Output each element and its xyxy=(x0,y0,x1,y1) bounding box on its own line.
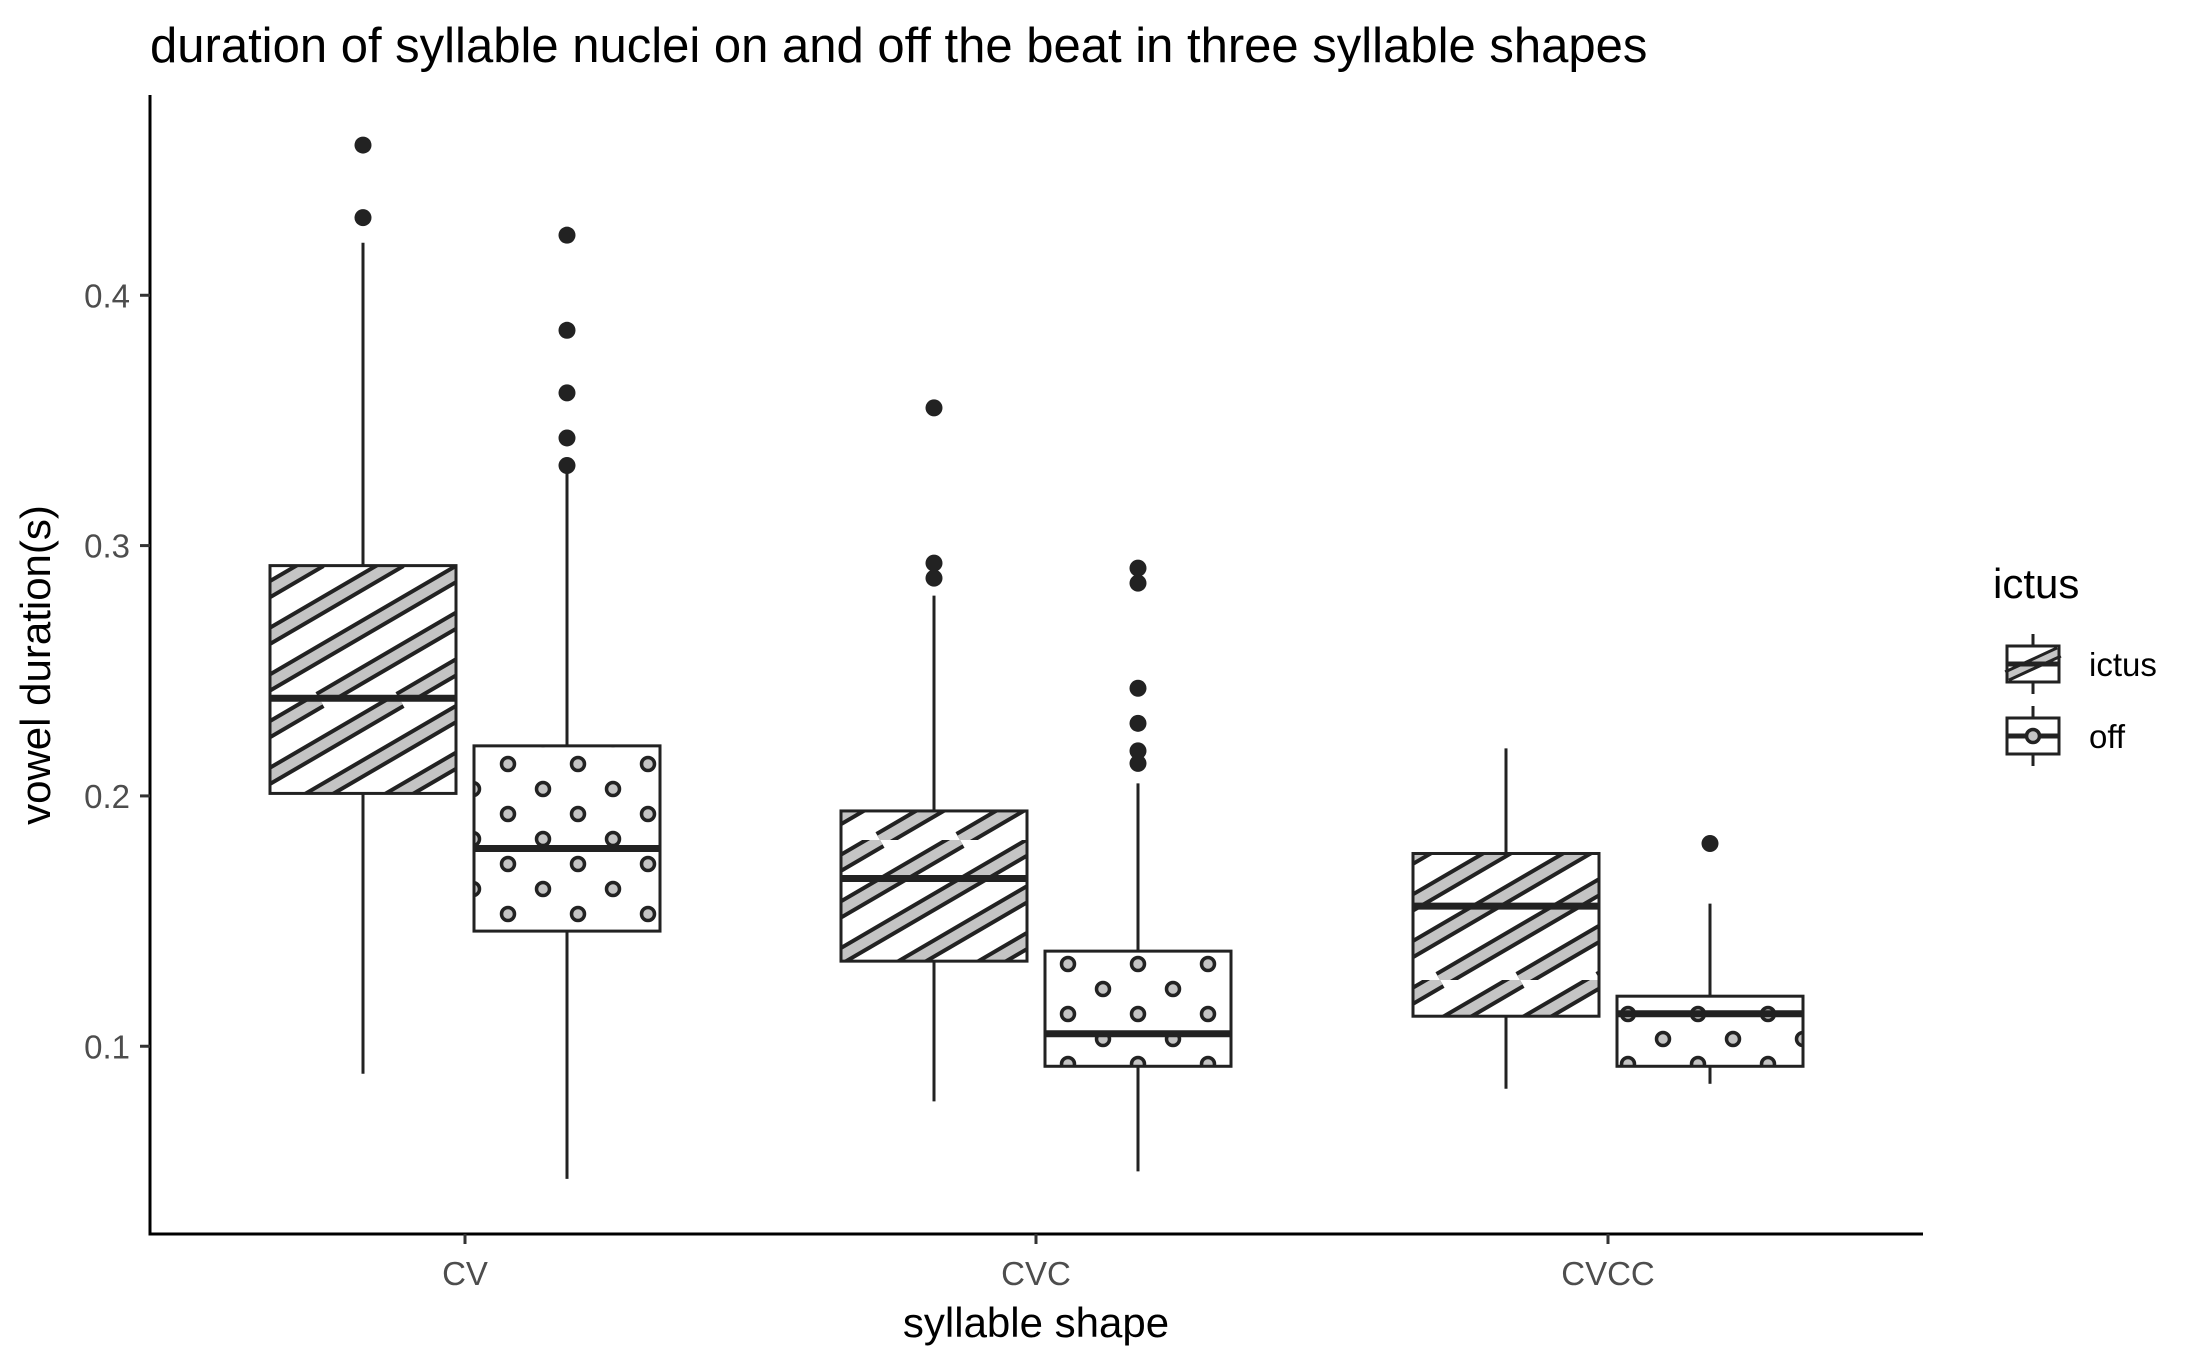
outlier-point xyxy=(1129,714,1147,732)
outlier-point xyxy=(1129,559,1147,577)
y-tick-label: 0.2 xyxy=(84,778,130,815)
box-body xyxy=(1615,994,1805,1068)
box-body xyxy=(472,744,662,933)
outlier-point xyxy=(558,226,576,244)
box-ictus-CV xyxy=(268,136,458,1074)
box-off-CV xyxy=(472,226,662,1179)
box-body xyxy=(839,809,1029,963)
y-tick-label: 0.1 xyxy=(84,1028,130,1065)
y-axis: 0.1 0.2 0.3 0.4 xyxy=(84,277,150,1065)
legend-item-off: off xyxy=(2005,706,2126,766)
box-off-CVC xyxy=(1043,559,1233,1172)
x-tick-label: CVC xyxy=(1001,1255,1071,1292)
outlier-point xyxy=(354,136,372,154)
x-tick-label: CVCC xyxy=(1561,1255,1655,1292)
x-tick-label: CV xyxy=(442,1255,488,1292)
outlier-point xyxy=(1701,834,1719,852)
box-body xyxy=(1411,851,1601,1018)
outlier-point xyxy=(1129,754,1147,772)
box-body xyxy=(268,564,458,795)
outlier-point xyxy=(1129,574,1147,592)
legend-label: off xyxy=(2089,718,2126,755)
outlier-point xyxy=(1129,742,1147,760)
x-axis: CV CVC CVCC xyxy=(442,1234,1655,1292)
box-ictus-CVC xyxy=(839,399,1029,1102)
outlier-point xyxy=(558,429,576,447)
y-axis-title: vowel duration(s) xyxy=(12,505,59,825)
outlier-point xyxy=(925,569,943,587)
outlier-point xyxy=(354,209,372,227)
y-tick-label: 0.3 xyxy=(84,528,130,565)
legend-title: ictus xyxy=(1993,560,2079,607)
legend-label: ictus xyxy=(2089,646,2157,683)
outlier-point xyxy=(1129,679,1147,697)
outlier-point xyxy=(558,456,576,474)
outlier-point xyxy=(558,384,576,402)
outlier-point xyxy=(558,321,576,339)
box-body xyxy=(1043,949,1233,1068)
legend: ictus ictus off xyxy=(1993,560,2157,766)
outlier-point xyxy=(925,399,943,417)
chart-title: duration of syllable nuclei on and off t… xyxy=(150,19,1647,73)
outlier-point xyxy=(925,554,943,572)
x-axis-title: syllable shape xyxy=(903,1299,1169,1346)
legend-key-dot xyxy=(2024,727,2042,745)
legend-item-ictus: ictus xyxy=(2004,634,2157,694)
box-ictus-CVCC xyxy=(1411,748,1601,1089)
y-tick-label: 0.4 xyxy=(84,277,130,314)
plot-area xyxy=(268,136,1805,1179)
box-off-CVCC xyxy=(1615,834,1805,1084)
